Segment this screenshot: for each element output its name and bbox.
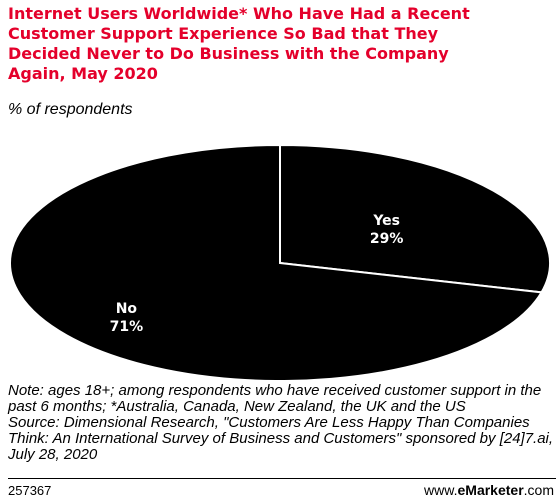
pie-slice-yes <box>279 143 551 294</box>
slice-category-no: No <box>116 301 138 317</box>
slice-value-yes: 29% <box>370 231 404 247</box>
footer-divider <box>8 478 556 479</box>
chart-id: 257367 <box>8 483 52 498</box>
chart-notes: Note: ages 18+; among respondents who ha… <box>8 383 556 463</box>
slice-label-no: No 71% <box>110 301 144 335</box>
slice-value-no: 71% <box>110 319 144 335</box>
pie-slice-no <box>9 143 544 380</box>
pie-chart: Yes 29% No 71% <box>9 143 551 380</box>
note-text: Note: ages 18+; among respondents who ha… <box>8 382 542 415</box>
brand-logo: www.eMarketer.com <box>424 482 554 498</box>
chart-title: Internet Users Worldwide* Who Have Had a… <box>8 4 470 83</box>
chart-subtitle: % of respondents <box>8 101 133 118</box>
brand-prefix: www. <box>424 482 458 498</box>
brand-name: eMarketer <box>457 482 524 498</box>
source-text: Source: Dimensional Research, "Customers… <box>8 414 554 463</box>
brand-suffix: .com <box>523 482 554 498</box>
slice-category-yes: Yes <box>372 213 400 229</box>
footer: 257367 www.eMarketer.com <box>0 478 560 503</box>
slice-label-yes: Yes 29% <box>370 213 404 247</box>
